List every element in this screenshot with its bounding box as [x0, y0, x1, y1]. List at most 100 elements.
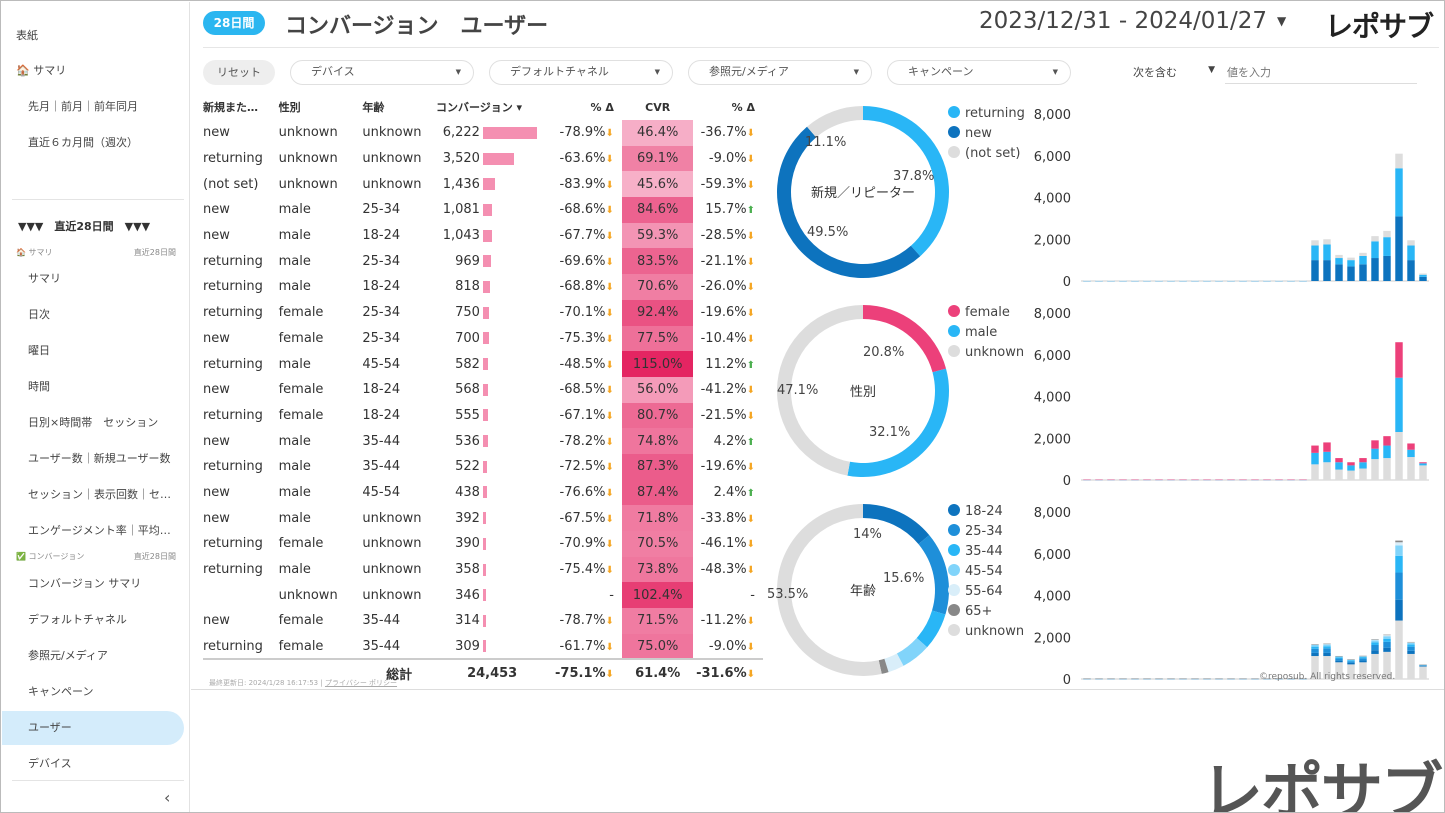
bar-segment-new: [1395, 216, 1403, 281]
table-row[interactable]: returning female unknown 390 -70.9%⬇ 70.5% -46…: [203, 531, 763, 557]
sidebar-item-summary-4[interactable]: 日別×時間帯 セッション: [28, 416, 159, 429]
device-filter[interactable]: デバイス ▼: [290, 60, 474, 85]
house-icon: 🏠: [16, 248, 26, 257]
table-row[interactable]: new male 18-24 1,043 -67.7%⬇ 59.3% -28.5%⬇: [203, 222, 763, 249]
sidebar-item-conversion-1[interactable]: デフォルトチャネル: [28, 613, 127, 626]
chevron-down-icon[interactable]: ▼: [1277, 14, 1287, 28]
arrow-down-icon: ⬇: [746, 154, 755, 166]
sidebar-item-cover[interactable]: 表紙: [16, 29, 38, 42]
conversion-value: 3,520: [442, 151, 480, 167]
bar-segment-male: [1335, 462, 1343, 470]
sidebar-item-last6[interactable]: 直近６カ月間（週次）: [28, 136, 138, 149]
conversion-table: 新規また… 性別 年齢 コンバージョン ▾ % Δ CVR % Δ new unk…: [203, 94, 763, 687]
bar-segment-new: [1407, 260, 1415, 281]
sidebar-item-conversion-4[interactable]: ユーザー: [2, 711, 184, 745]
privacy-policy-link[interactable]: プライバシー ポリシー: [324, 679, 398, 687]
cell-cvr: 45.6%: [621, 171, 694, 198]
sidebar-item-conversion-2[interactable]: 参照元/メディア: [28, 649, 108, 662]
cell-age: unknown: [362, 510, 422, 526]
bar-segment-female: [1287, 479, 1295, 481]
last-updated: 最終更新日: 2024/1/28 16:17:53: [209, 679, 319, 687]
table-row[interactable]: new female 35-44 314 -78.7%⬇ 71.5% -11.2%⬇: [203, 608, 763, 634]
sidebar-item-summary-0[interactable]: サマリ: [28, 272, 61, 285]
bar-segment-unknown: [1323, 462, 1331, 480]
legend-label-(not set): (not set): [965, 146, 1020, 161]
table-row[interactable]: new male 35-44 536 -78.2%⬇ 74.8% 4.2%⬆: [203, 428, 763, 454]
campaign-filter[interactable]: キャンペーン ▼: [887, 60, 1071, 85]
table-row[interactable]: new unknown unknown 6,222 -78.9%⬇ 46.4% -36.7%…: [203, 120, 763, 146]
col-header-conversions[interactable]: コンバージョン ▾: [435, 101, 523, 114]
table-row[interactable]: returning female 18-24 555 -67.1%⬇ 80.7% -21.5…: [203, 402, 763, 429]
cell-conversions: 358: [436, 557, 548, 583]
table-row[interactable]: returning male 35-44 522 -72.5%⬇ 87.3% -19.6%⬇: [203, 453, 763, 480]
sidebar-item-summary-5[interactable]: ユーザー数｜新規ユーザー数: [28, 452, 171, 465]
filter-label: デフォルトチャネル: [510, 65, 609, 78]
table-row[interactable]: returning female 35-44 309 -61.7%⬇ 75.0% -9.0%…: [203, 633, 763, 660]
bar-segment-female: [1095, 479, 1103, 481]
table-row[interactable]: new female 18-24 568 -68.5%⬇ 56.0% -41.2%⬇: [203, 376, 763, 403]
table-row[interactable]: returning male 25-34 969 -69.6%⬇ 83.5% -21.1%⬇: [203, 248, 763, 275]
table-row[interactable]: unknown unknown 346-102.4% -: [203, 582, 763, 609]
source-medium-filter[interactable]: 参照元/メディア ▼: [688, 60, 872, 85]
cell-gender: unknown: [278, 587, 338, 603]
arrow-down-icon: ⬇: [605, 282, 614, 294]
col-header-gender[interactable]: 性別: [278, 101, 301, 114]
sidebar-item-summary-1[interactable]: 日次: [28, 308, 50, 321]
col-header-type[interactable]: 新規また…: [203, 101, 258, 114]
cell-type: returning: [203, 562, 263, 578]
table-row[interactable]: new male unknown 392 -67.5%⬇ 71.8% -33.8%⬇: [203, 505, 763, 531]
sidebar-item-conversion-0[interactable]: コンバージョン サマリ: [28, 577, 142, 590]
table-header-row: 新規また… 性別 年齢 コンバージョン ▾ % Δ CVR % Δ: [203, 94, 763, 120]
sidebar-item-conversion-5[interactable]: デバイス: [28, 757, 72, 770]
cell-delta1: -70.9%⬇: [548, 531, 622, 557]
table-row[interactable]: returning male unknown 358 -75.4%⬇ 73.8% -48.3…: [203, 556, 763, 583]
sidebar-item-compare[interactable]: 先月｜前月｜前年同月: [28, 100, 138, 113]
bar-segment-65+: [1095, 678, 1103, 679]
table-row[interactable]: new male 25-34 1,081 -68.6%⬇ 84.6% 15.7%⬆: [203, 197, 763, 223]
table-row[interactable]: new female 25-34 700 -75.3%⬇ 77.5% -10.4%⬇: [203, 325, 763, 352]
table-row[interactable]: returning male 18-24 818 -68.8%⬇ 70.6% -26.0%⬇: [203, 274, 763, 300]
col-header-age[interactable]: 年齢: [362, 101, 385, 114]
delta-value: 15.7%: [705, 202, 747, 218]
table-row[interactable]: returning unknown unknown 3,520 -63.6%⬇ 69.1%…: [203, 145, 763, 172]
sidebar-item-summary-2[interactable]: 曜日: [28, 344, 50, 357]
bar-segment-35-44: [1383, 638, 1391, 642]
donut-slice-55-64: [884, 653, 904, 673]
date-range-picker[interactable]: 2023/12/31 - 2024/01/27: [979, 8, 1268, 34]
table-row[interactable]: new male 45-54 438 -76.6%⬇ 87.4% 2.4%⬆: [203, 479, 763, 506]
channel-filter[interactable]: デフォルトチャネル ▼: [489, 60, 673, 85]
col-header-delta2[interactable]: % Δ: [731, 100, 755, 114]
conversion-bar: [482, 203, 493, 216]
include-mode-select[interactable]: 次を含む ▼: [1133, 64, 1215, 80]
sidebar-item-summary-6[interactable]: セッション｜表示回数｜セ…: [28, 488, 171, 501]
sidebar-item-summary-home[interactable]: 🏠 サマリ: [2, 62, 188, 78]
table-row[interactable]: returning male 45-54 582 -48.5%⬇ 115.0% 11.2%⬆: [203, 351, 763, 377]
reset-button[interactable]: リセット: [203, 60, 275, 85]
arrow-down-icon: ⬇: [605, 487, 614, 499]
donut-slice-returning: [863, 106, 949, 257]
conversion-bar: [482, 332, 490, 345]
arrow-down-icon: ⬇: [605, 565, 614, 577]
cell-delta1: -75.4%⬇: [548, 557, 622, 583]
bar-segment-(not set): [1275, 280, 1283, 282]
table-row[interactable]: (not set) unknown unknown 1,436 -83.9%⬇ 45.6%…: [203, 171, 763, 198]
cell-cvr: 75.0%: [621, 633, 694, 660]
conversion-value: 700: [455, 330, 480, 346]
col-header-delta1[interactable]: % Δ: [590, 100, 614, 114]
sidebar-item-summary-7[interactable]: エンゲージメント率｜平均…: [28, 524, 171, 537]
col-header-cvr[interactable]: CVR: [645, 100, 671, 114]
conversion-bar: [482, 306, 490, 319]
cell-cvr: 74.8%: [621, 428, 694, 454]
sidebar-item-conversion-3[interactable]: キャンペーン: [28, 685, 94, 698]
table-row[interactable]: returning female 25-34 750 -70.1%⬇ 92.4% -19.6…: [203, 299, 763, 326]
cell-delta2: -59.3%⬇: [693, 171, 763, 197]
collapse-sidebar-icon[interactable]: ‹: [164, 788, 171, 807]
bar-segment-45-54: [1359, 656, 1367, 658]
bar-segment-35-44: [1407, 644, 1415, 647]
bar-segment-35-44: [1359, 657, 1367, 659]
sidebar-item-label: サマリ: [33, 64, 67, 77]
donut-slice-65+: [878, 658, 889, 674]
sidebar-item-summary-3[interactable]: 時間: [28, 380, 50, 393]
conversion-bar: [482, 460, 488, 473]
value-input[interactable]: [1225, 62, 1417, 84]
